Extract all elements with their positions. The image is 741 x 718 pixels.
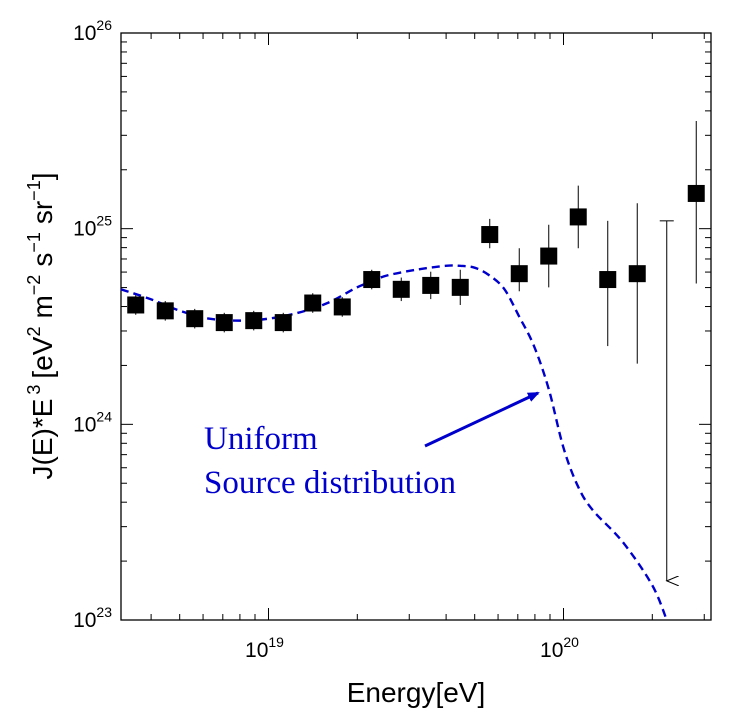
y-tick-label: 1024 xyxy=(73,408,112,436)
annotation-arrow xyxy=(424,391,540,448)
x-tick-label: 1019 xyxy=(245,634,284,662)
data-point xyxy=(245,312,263,330)
x-axis-label: Energy[eV] xyxy=(347,677,486,708)
y-tick-label: 1023 xyxy=(73,604,112,632)
data-point xyxy=(481,226,499,244)
data-point xyxy=(274,314,292,332)
annotation-line1: Uniform xyxy=(204,421,318,457)
data-point xyxy=(599,271,617,289)
data-point xyxy=(628,265,646,283)
data-point xyxy=(363,271,381,289)
annotation-line2: Source distribution xyxy=(204,465,456,501)
data-point xyxy=(569,208,587,226)
data-points xyxy=(127,121,705,364)
data-point xyxy=(156,302,174,320)
x-tick-label: 1020 xyxy=(540,634,579,662)
data-point xyxy=(451,278,469,296)
data-point xyxy=(215,314,233,332)
y-tick-label: 1026 xyxy=(73,17,112,45)
plot-frame xyxy=(120,32,712,621)
data-point xyxy=(333,298,351,316)
data-point xyxy=(422,276,440,294)
y-tick-label: 1025 xyxy=(73,213,112,241)
data-point xyxy=(127,296,145,314)
data-point xyxy=(687,184,705,202)
y-axis-label: J(E)*E3[eV2m−2s−1sr−1] xyxy=(24,173,58,480)
axis-ticks: 1023 1024 1025 1026 1019 1020 xyxy=(73,17,711,662)
data-point xyxy=(304,294,322,312)
model-curve-uniform-source xyxy=(120,264,668,621)
data-point xyxy=(540,247,558,265)
data-point xyxy=(392,280,410,298)
data-point xyxy=(510,265,528,283)
data-point xyxy=(186,310,204,328)
